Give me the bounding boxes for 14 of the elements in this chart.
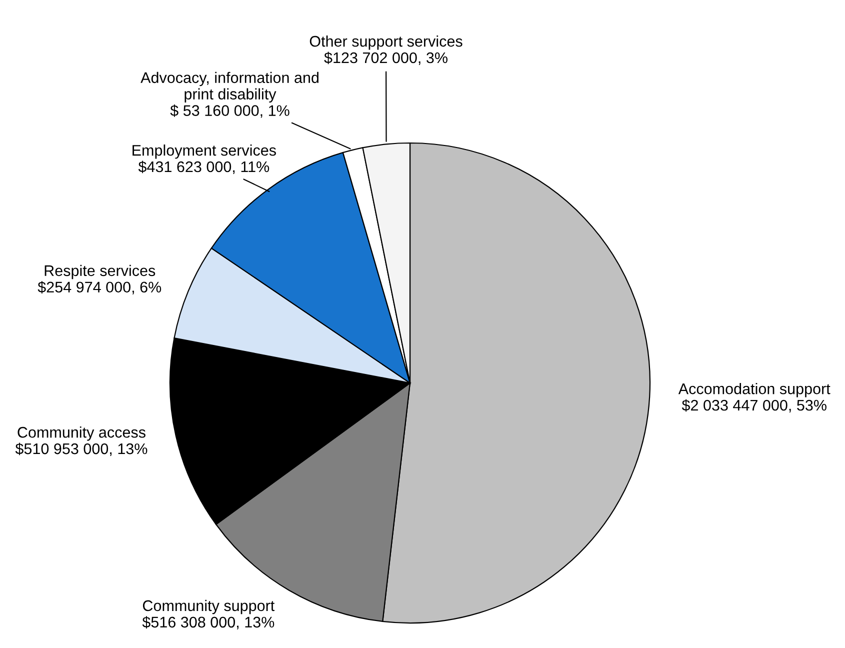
slice-label: Other support services [310,36,462,50]
slice-label: Employment services [132,144,276,159]
data-label: $516 308 000, 13% [142,616,274,630]
data-label: $ 53 160 000, 1% [170,104,290,118]
data-label: $2 033 447 000, 53% [682,399,826,412]
slice-label: Community support [142,600,275,614]
data-label: $123 702 000, 3% [324,52,448,65]
slice-label: Respite services [44,264,156,280]
data-label: $431 623 000, 11% [138,160,270,174]
data-label: $254 974 000, 6% [38,281,162,294]
slice-label: Community access [18,426,146,441]
slice-label: Accomodation support [678,383,830,398]
data-label: $510 953 000, 13% [15,442,148,456]
slice-label: Advocacy, information and print disability [140,72,318,103]
